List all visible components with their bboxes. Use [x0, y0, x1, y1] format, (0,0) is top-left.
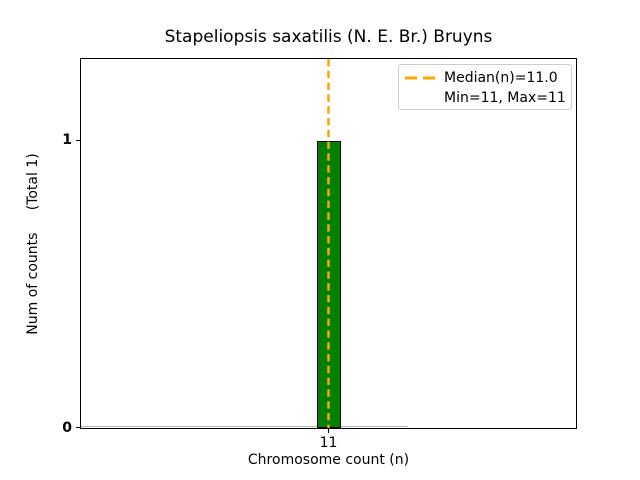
- legend-label-median: Median(n)=11.0: [444, 70, 558, 86]
- y-axis-label: Num of counts (Total 1): [25, 153, 41, 335]
- plot-area: [80, 58, 577, 429]
- y-tick-label-0: 0: [62, 420, 72, 436]
- chart-title: Stapeliopsis saxatilis (N. E. Br.) Bruyn…: [164, 27, 493, 47]
- legend-label-minmax: Min=11, Max=11: [444, 90, 566, 106]
- x-axis-label: Chromosome count (n): [247, 452, 410, 468]
- median-line-swatch-icon: [405, 76, 437, 80]
- legend: Median(n)=11.0 Min=11, Max=11: [398, 64, 572, 110]
- y-tick-label-1: 1: [62, 132, 72, 148]
- legend-entry-minmax: Min=11, Max=11: [399, 88, 571, 108]
- y-axis-tick-0: [76, 427, 80, 428]
- x-axis-tick-11: [328, 429, 329, 433]
- y-axis-tick-1: [76, 140, 80, 141]
- legend-entry-median: Median(n)=11.0: [399, 68, 571, 88]
- x-tick-label-11: 11: [319, 435, 338, 451]
- plot-svg: [81, 59, 408, 428]
